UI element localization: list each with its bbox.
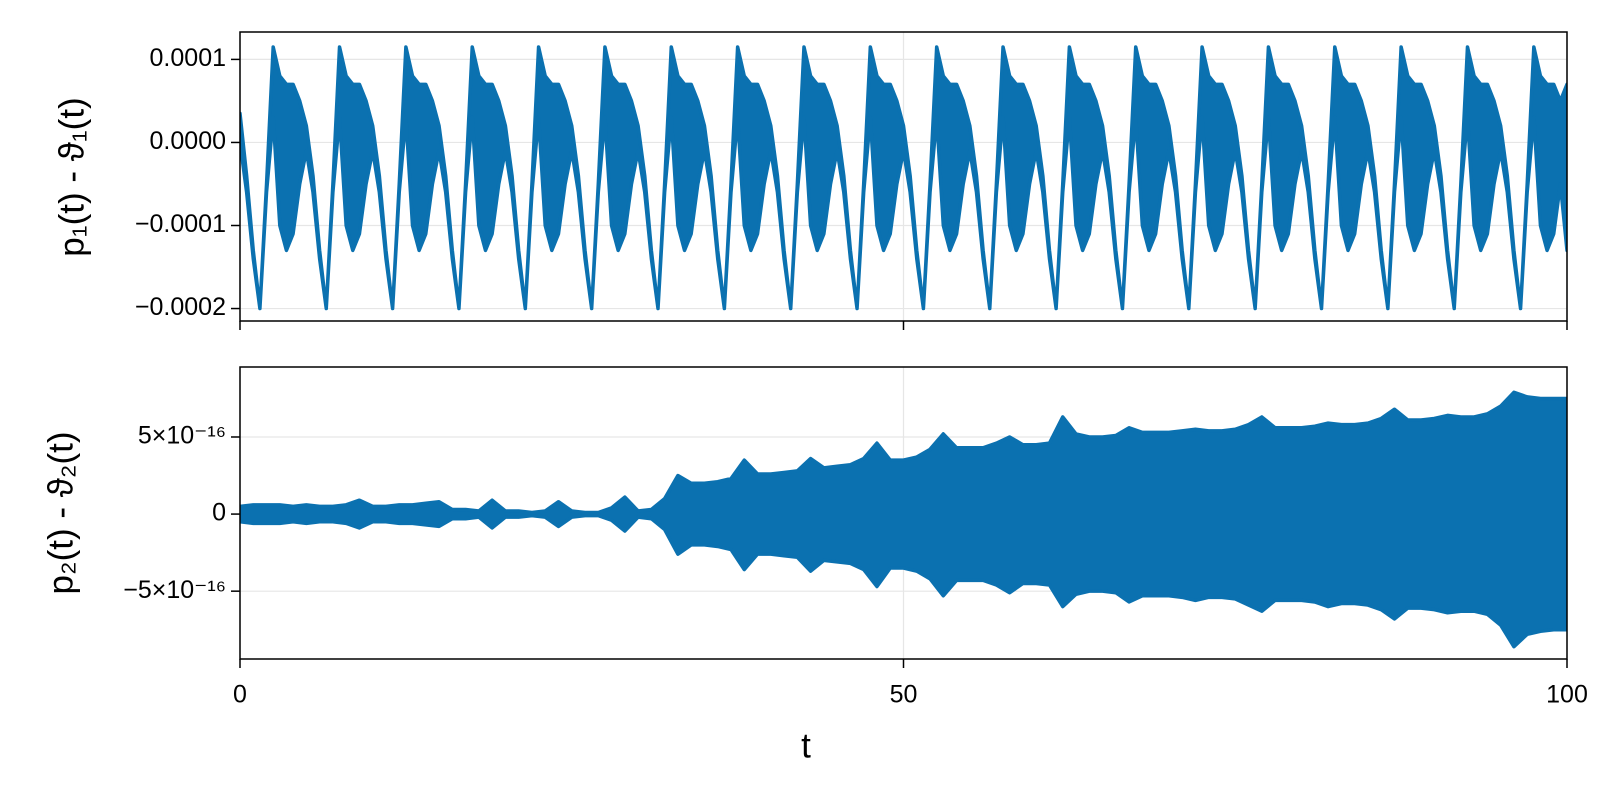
y-tick-label: −5×10⁻¹⁶ [123,576,226,604]
axis-frame [239,366,1568,660]
y-tick-label: 0.0001 [150,44,226,72]
signal-band [240,390,1567,649]
y-tick-label: −0.0002 [135,293,226,321]
y-tick-label: 0.0000 [150,127,226,155]
plot-area [240,45,1567,311]
axis-frame [239,31,1568,322]
x-tick-label: 0 [233,681,247,709]
y-tick-label: 0 [212,499,226,527]
y-axis-label: p₂(t) - ϑ₂(t) [41,432,80,595]
x-tick-label: 50 [890,681,918,709]
signal-band [240,45,1567,311]
x-tick-label: 100 [1546,681,1588,709]
y-tick-label: −0.0001 [135,210,226,238]
y-tick-label: 5×10⁻¹⁶ [138,422,226,450]
x-axis-label: t [801,726,811,765]
plot-area [240,390,1567,649]
y-axis-label: p₁(t) - ϑ₁(t) [52,97,91,256]
